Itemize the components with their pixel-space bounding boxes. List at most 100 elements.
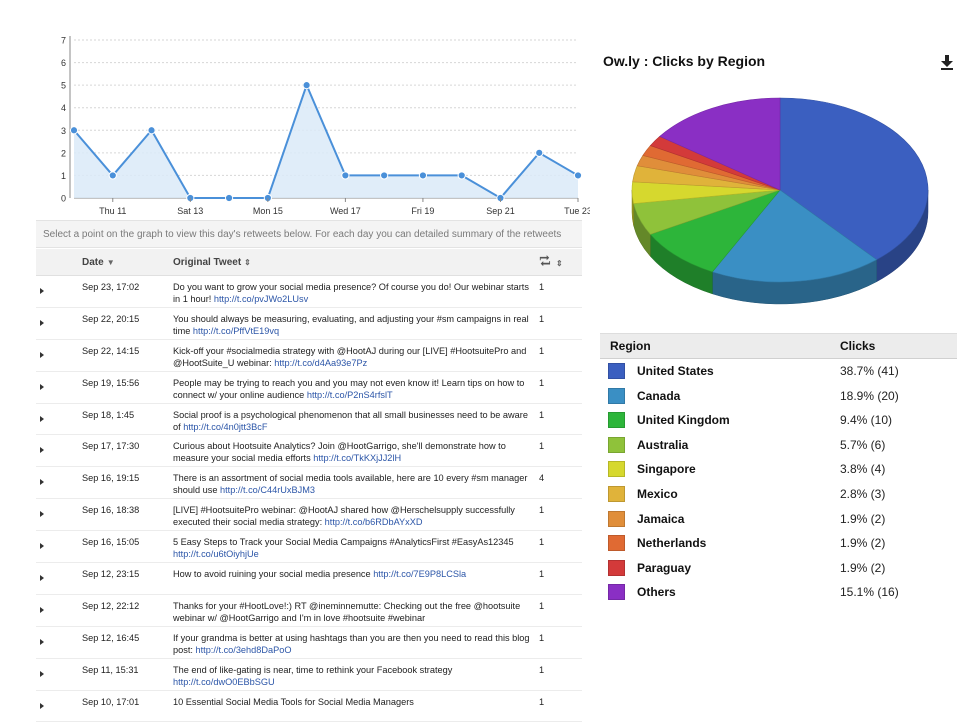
region-row: Singapore 3.8% (4) [600, 457, 957, 482]
data-point[interactable] [418, 171, 428, 180]
y-tick-label: 0 [61, 194, 66, 204]
region-color-swatch [608, 412, 625, 429]
table-row[interactable]: Sep 17, 17:30 Curious about Hootsuite Ana… [36, 435, 582, 468]
data-point[interactable] [341, 171, 350, 180]
table-row[interactable]: Sep 12, 23:15 How to avoid ruining your s… [36, 563, 582, 595]
tweet-link[interactable]: http://t.co/7E9P8LCSla [373, 569, 467, 580]
tweet-date: Sep 16, 19:15 [82, 473, 140, 484]
tweet-date: Sep 17, 17:30 [82, 441, 140, 452]
table-row[interactable]: Sep 22, 14:15 Kick-off your #socialmedia … [36, 340, 582, 372]
tweet-link[interactable]: http://t.co/b6RDbAYxXD [324, 517, 423, 528]
expand-arrow-icon[interactable] [40, 511, 44, 518]
retweet-count: 4 [539, 473, 545, 484]
pie-slice[interactable]: United Kingdom [649, 189, 781, 273]
table-row[interactable]: Sep 16, 15:05 5 Easy Steps to Track your … [36, 531, 582, 564]
tweet-link[interactable]: http://t.co/dwO0EBbSGU [173, 676, 275, 687]
data-point[interactable] [302, 81, 311, 90]
tweet-date: Sep 22, 20:15 [82, 313, 140, 324]
table-row[interactable]: Sep 16, 18:38 [LIVE] #HootsuitePro webina… [36, 499, 582, 532]
region-clicks: 38.7% (41) [840, 364, 899, 378]
tweet-link[interactable]: http://t.co/P2nS4rfslT [306, 389, 393, 400]
region-clicks: 1.9% (2) [840, 560, 886, 575]
tweet-link[interactable]: http://t.co/3ehd8DaPoO [195, 644, 292, 655]
expand-arrow-icon[interactable] [40, 415, 44, 422]
expand-arrow-icon[interactable] [40, 319, 44, 326]
table-row[interactable]: Sep 22, 20:15 You should always be measur… [36, 308, 582, 340]
tweet-date: Sep 18, 1:45 [82, 409, 135, 420]
pie-slice[interactable]: Others [659, 97, 781, 191]
tweet-link[interactable]: http://t.co/PffVtE19vq [192, 325, 280, 336]
region-row: Australia 5.7% (6) [600, 433, 957, 458]
data-point[interactable] [573, 171, 583, 180]
retweet-column-header[interactable]: ⇕ [539, 255, 563, 269]
expand-arrow-icon[interactable] [40, 702, 44, 709]
data-point[interactable] [147, 126, 156, 135]
region-name: United States [637, 364, 714, 378]
data-point[interactable] [380, 171, 389, 180]
data-point[interactable] [457, 171, 466, 180]
data-point[interactable] [69, 126, 79, 135]
tweet-date: Sep 10, 17:01 [82, 696, 140, 707]
x-tick-label: Thu 11 [99, 206, 126, 216]
retweet-count: 1 [539, 377, 545, 388]
tweet-link[interactable]: http://t.co/pvJWo2LUsv [213, 294, 309, 304]
tweet-link[interactable]: http://t.co/C44rUxBJM3 [220, 485, 315, 496]
tweet-link[interactable]: http://t.co/d4Aa93e7Pz [274, 357, 368, 368]
retweet-count: 1 [539, 409, 545, 420]
pie-slice[interactable]: United States [779, 97, 929, 261]
region-clicks: 5.7% (6) [840, 437, 886, 452]
expand-arrow-icon[interactable] [40, 606, 44, 613]
data-point[interactable] [224, 193, 234, 203]
expand-arrow-icon[interactable] [40, 670, 44, 677]
tweet-link[interactable]: http://t.co/TkKXjJJ2lH [313, 453, 402, 464]
tweet-text: 10 Essential Social Media Tools for Soci… [173, 696, 414, 707]
tweet-link[interactable]: http://t.co/u6tOiyhjUe [173, 549, 259, 560]
region-row: Mexico 2.8% (3) [600, 482, 957, 507]
expand-arrow-icon[interactable] [40, 288, 44, 294]
pie-slice[interactable]: Canada [711, 189, 878, 283]
table-row[interactable]: Sep 19, 15:56 People may be trying to rea… [36, 372, 582, 404]
expand-arrow-icon[interactable] [40, 383, 44, 390]
region-name: Mexico [637, 486, 678, 501]
table-row[interactable]: Sep 11, 15:31 The end of like-gating is n… [36, 659, 582, 691]
tweet-column-header[interactable]: Original Tweet ⇕ [173, 257, 251, 268]
sort-icon: ⇕ [556, 259, 563, 268]
clicks-by-region-pie[interactable]: United StatesCanadaUnited KingdomAustral… [620, 90, 950, 320]
expand-arrow-icon[interactable] [40, 638, 44, 645]
expand-arrow-icon[interactable] [40, 479, 44, 486]
data-point[interactable] [108, 171, 117, 180]
tweet-text: 5 Easy Steps to Track your Social Media … [173, 537, 514, 560]
y-tick-label: 5 [61, 81, 66, 91]
retweets-line-chart[interactable]: 0 1 2 3 4 5 6 7 Thu 11 Sat 13 Mon 15 Wed 17 Fri 19 Se… [30, 30, 590, 225]
retweet-count: 1 [539, 505, 545, 516]
region-color-swatch [608, 485, 625, 502]
x-tick-label: Mon 15 [253, 206, 283, 216]
table-row[interactable]: Sep 18, 1:45 Social proof is a psychologi… [36, 404, 582, 436]
expand-arrow-icon[interactable] [40, 543, 44, 550]
tweet-date: Sep 16, 15:05 [82, 537, 140, 548]
table-row[interactable]: Sep 16, 19:15 There is an assortment of s… [36, 467, 582, 500]
region-row: United Kingdom 9.4% (10) [600, 408, 957, 433]
region-row: Others 15.1% (16) [600, 580, 957, 605]
table-row[interactable]: Sep 23, 17:02 Do you want to grow your so… [36, 276, 582, 308]
tweet-date: Sep 19, 15:56 [82, 377, 140, 388]
table-row[interactable]: Sep 10, 17:01 10 Essential Social Media T… [36, 691, 582, 723]
data-point[interactable] [535, 148, 544, 157]
table-row[interactable]: Sep 12, 16:45 If your grandma is better a… [36, 627, 582, 659]
download-icon[interactable] [940, 55, 954, 71]
tweet-date: Sep 11, 15:31 [82, 664, 139, 675]
expand-arrow-icon[interactable] [40, 351, 44, 358]
region-column-header: Region [610, 339, 651, 353]
expand-arrow-icon[interactable] [40, 447, 44, 454]
region-name: Netherlands [637, 536, 707, 551]
tweet-date: Sep 12, 16:45 [82, 632, 140, 643]
table-row[interactable]: Sep 12, 22:12 Thanks for your #HootLove!:… [36, 595, 582, 627]
expand-arrow-icon[interactable] [40, 575, 44, 582]
tweet-link[interactable]: http://t.co/4n0jtt3BcF [183, 421, 268, 432]
date-column-header[interactable]: Date ▼ [82, 257, 115, 268]
retweet-count: 1 [539, 600, 545, 611]
tweet-date: Sep 22, 14:15 [82, 345, 140, 356]
tweet-text: Kick-off your #socialmedia strategy with… [173, 345, 527, 368]
region-name: Australia [637, 437, 689, 452]
region-table: Region Clicks United States 38.7% (41) Can… [600, 333, 957, 605]
